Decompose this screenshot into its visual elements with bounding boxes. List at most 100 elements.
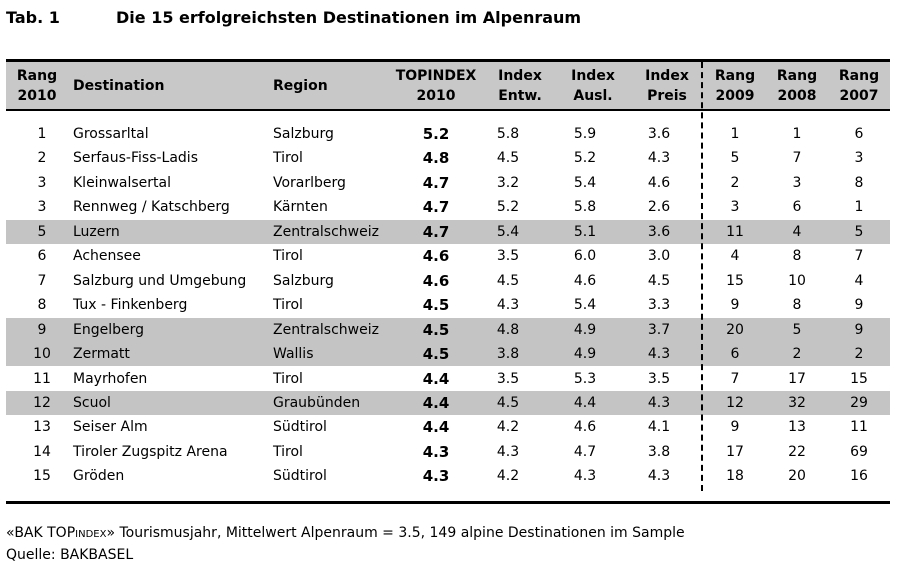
table-row: 3 Rennweg / Katschberg Kärnten 4.7 5.2 5.8 2.6…: [6, 195, 890, 219]
rank-cell: 9: [37, 321, 47, 338]
rang-2007-cell: 15: [850, 370, 868, 387]
rang-2008-cell: 10: [788, 272, 806, 289]
destination-cell: Scuol: [73, 394, 111, 411]
index-entw-cell: 4.2: [496, 468, 520, 485]
rank-cell: 3: [37, 174, 47, 191]
region-cell: Kärnten: [273, 199, 328, 216]
index-entw-cell: 5.8: [496, 126, 520, 142]
footnote: «BAK TOPindex» Tourismusjahr, Mittelwert…: [6, 525, 685, 541]
index-preis-cell: 3.6: [647, 126, 671, 142]
index-ausl-cell: 5.4: [573, 174, 597, 191]
index-preis-cell: 4.3: [647, 468, 671, 485]
rang-2008-cell: 8: [792, 297, 802, 314]
index-entw-cell: 4.8: [496, 321, 520, 338]
rang-2009-cell: 9: [730, 419, 740, 436]
index-preis-cell: 4.6: [647, 174, 671, 191]
index-entw-cell: 3.2: [496, 174, 520, 191]
index-entw-cell: 4.3: [496, 443, 520, 460]
topindex-cell: 4.3: [422, 467, 450, 486]
rang-2009-cell: 12: [726, 394, 744, 411]
rang-2009-cell: 7: [730, 370, 740, 387]
index-ausl-cell: 4.9: [573, 346, 597, 363]
rang-2009-cell: 9: [730, 297, 740, 314]
table-row: 14 Tiroler Zugspitz Arena Tirol 4.3 4.3 4.7 3.…: [6, 440, 890, 464]
rang-2007-cell: 5: [854, 223, 864, 240]
rang-2007-cell: 9: [854, 297, 864, 314]
rang-2008-cell: 6: [792, 199, 802, 216]
rang-2009-cell: 3: [730, 199, 740, 216]
rang-2007-cell: 2: [854, 346, 864, 363]
table-row: 8 Tux - Finkenberg Tirol 4.5 4.3 5.4 3.3 9 8 9: [6, 293, 890, 317]
index-entw-cell: 4.5: [496, 150, 520, 167]
rang-2008-cell: 13: [788, 419, 806, 436]
source-note: Quelle: BAKBASEL: [6, 547, 134, 563]
rang-2009-cell: 18: [726, 468, 744, 485]
region-cell: Tirol: [273, 370, 303, 387]
rank-cell: 7: [37, 272, 47, 289]
index-preis-cell: 3.5: [647, 370, 671, 387]
header-rang-2009: Rang 2009: [714, 68, 756, 104]
table-row: 9 Engelberg Zentralschweiz 4.5 4.8 4.9 3.7 20 5 9: [6, 317, 890, 343]
header-index-preis: Index Preis: [645, 68, 689, 104]
table-row: 1 Grossarltal Salzburg 5.2 5.8 5.9 3.6 1 1 6: [6, 122, 890, 146]
table-row: 6 Achensee Tirol 4.6 3.5 6.0 3.0 4 8 7: [6, 244, 890, 268]
destination-cell: Achensee: [73, 248, 141, 265]
table-row: 10 Zermatt Wallis 4.5 3.8 4.9 4.3 6 2 2: [6, 342, 890, 367]
region-cell: Wallis: [273, 346, 314, 363]
index-preis-cell: 3.8: [647, 443, 671, 460]
rang-2009-cell: 6: [730, 346, 740, 363]
region-cell: Tirol: [273, 443, 303, 460]
region-cell: Zentralschweiz: [273, 223, 379, 240]
header-index-ausl: Index Ausl.: [571, 68, 615, 104]
index-ausl-cell: 5.1: [573, 223, 597, 240]
topindex-cell: 4.5: [422, 296, 450, 315]
index-entw-cell: 4.5: [496, 272, 520, 289]
index-entw-cell: 4.5: [496, 394, 520, 411]
rang-2009-cell: 11: [726, 223, 744, 240]
index-preis-cell: 3.7: [647, 321, 671, 338]
table-title-text: Die 15 erfolgreichsten Destinationen im …: [116, 8, 582, 27]
destination-cell: Kleinwalsertal: [73, 174, 171, 191]
region-cell: Zentralschweiz: [273, 321, 379, 338]
rank-cell: 1: [37, 126, 47, 142]
rang-2007-cell: 9: [854, 321, 864, 338]
destination-cell: Luzern: [73, 223, 120, 240]
index-preis-cell: 3.3: [647, 297, 671, 314]
topindex-cell: 4.7: [422, 173, 450, 192]
topindex-cell: 4.4: [422, 393, 450, 412]
topindex-cell: 4.5: [422, 345, 450, 364]
rang-2008-cell: 20: [788, 468, 806, 485]
header-destination: Destination: [73, 78, 165, 94]
rang-2008-cell: 2: [792, 346, 802, 363]
rank-cell: 6: [37, 248, 47, 265]
index-entw-cell: 3.5: [496, 248, 520, 265]
region-cell: Tirol: [273, 248, 303, 265]
table-row: 11 Mayrhofen Tirol 4.4 3.5 5.3 3.5 7 17 15: [6, 367, 890, 391]
table-row: 5 Luzern Zentralschweiz 4.7 5.4 5.1 3.6 11 4 5: [6, 219, 890, 245]
index-preis-cell: 2.6: [647, 199, 671, 216]
rang-2009-cell: 1: [730, 126, 740, 142]
topindex-cell: 4.7: [422, 198, 450, 217]
destination-cell: Salzburg und Umgebung: [73, 272, 247, 289]
rank-cell: 5: [37, 223, 47, 240]
topindex-cell: 4.5: [422, 320, 450, 339]
index-preis-cell: 4.3: [647, 394, 671, 411]
table-row: 15 Gröden Südtirol 4.3 4.2 4.3 4.3 18 20 16: [6, 464, 890, 488]
index-preis-cell: 3.6: [647, 223, 671, 240]
destination-cell: Tiroler Zugspitz Arena: [73, 443, 228, 460]
rang-2008-cell: 1: [792, 126, 802, 142]
rang-2009-cell: 17: [726, 443, 744, 460]
rang-2007-cell: 8: [854, 174, 864, 191]
index-ausl-cell: 5.2: [573, 150, 597, 167]
index-ausl-cell: 4.9: [573, 321, 597, 338]
rank-cell: 11: [33, 370, 51, 387]
index-preis-cell: 4.1: [647, 419, 671, 436]
table-row: 13 Seiser Alm Südtirol 4.4 4.2 4.6 4.1 9 13 11: [6, 415, 890, 439]
rang-2008-cell: 4: [792, 223, 802, 240]
table-row: 12 Scuol Graubünden 4.4 4.5 4.4 4.3 12 32 29: [6, 390, 890, 416]
rang-2007-cell: 11: [850, 419, 868, 436]
region-cell: Graubünden: [273, 394, 361, 411]
destination-cell: Grossarltal: [73, 126, 149, 142]
index-entw-cell: 4.2: [496, 419, 520, 436]
destination-cell: Tux - Finkenberg: [73, 297, 188, 314]
